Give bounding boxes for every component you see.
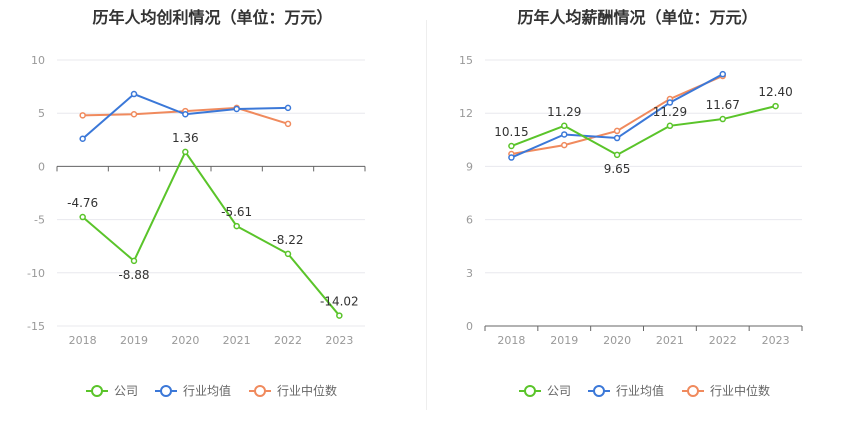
data-point-industry_avg <box>719 70 726 78</box>
legend-marker-industry_avg <box>593 385 605 397</box>
x-tick-label: 2023 <box>325 334 353 347</box>
legend-label-company[interactable]: 公司 <box>114 384 138 398</box>
data-point-industry_avg <box>561 131 568 138</box>
y-tick-label: 6 <box>466 214 473 227</box>
data-point-industry_median <box>561 141 568 149</box>
x-tick-label: 2022 <box>274 334 302 347</box>
y-tick-label: 9 <box>466 160 473 173</box>
data-label: 11.29 <box>653 105 687 119</box>
x-tick-label: 2019 <box>120 334 148 347</box>
data-point-company <box>561 122 568 130</box>
data-point-industry_avg <box>666 99 674 106</box>
data-point-industry_avg <box>182 111 189 118</box>
data-point-industry_avg <box>508 154 515 161</box>
data-point-company <box>182 148 189 156</box>
data-label: 9.65 <box>604 162 631 176</box>
data-point-industry_avg <box>79 135 86 142</box>
legend-label-industry_median[interactable]: 行业中位数 <box>710 383 770 398</box>
data-point-company <box>666 122 674 130</box>
data-point-company <box>79 213 86 221</box>
legend-marker-industry_median <box>687 385 699 397</box>
data-label: -5.61 <box>221 205 252 219</box>
x-tick-label: 2018 <box>497 334 525 347</box>
legend-label-company[interactable]: 公司 <box>547 384 571 398</box>
data-label: 10.15 <box>494 125 528 139</box>
data-point-industry_avg <box>233 105 240 113</box>
legend-marker-industry_avg <box>160 385 172 397</box>
data-point-company <box>772 102 779 110</box>
data-point-company <box>613 151 621 159</box>
profit-chart-title: 历年人均创利情况（单位：万元） <box>92 8 333 27</box>
data-label: 11.29 <box>547 105 581 119</box>
legend-marker-industry_median <box>254 385 266 397</box>
legend-marker-company <box>91 385 103 397</box>
legend-label-industry_avg[interactable]: 行业均值 <box>616 383 664 398</box>
data-point-industry_median <box>284 120 292 128</box>
data-point-company <box>130 257 138 265</box>
series-line-company <box>82 149 341 317</box>
data-label: -4.76 <box>67 196 98 210</box>
y-tick-label: 3 <box>466 267 473 280</box>
legend-label-industry_avg[interactable]: 行业均值 <box>183 383 231 398</box>
data-label: -8.88 <box>118 268 149 282</box>
profit-chart: -15 -10 -5 0 5 10 2018 2019 2020 2021 2022 2023 -4.7… <box>27 54 366 398</box>
data-point-company <box>284 250 292 258</box>
series-line-industry_median <box>511 75 724 155</box>
y-tick-label: -5 <box>34 214 45 227</box>
x-tick-label: 2019 <box>550 334 578 347</box>
data-label: 12.40 <box>758 85 792 99</box>
legend-marker-company <box>524 385 536 397</box>
salary-chart-title: 历年人均薪酬情况（单位：万元） <box>517 8 758 27</box>
data-point-industry_avg <box>130 90 138 98</box>
x-tick-label: 2021 <box>656 334 684 347</box>
data-point-industry_median <box>130 111 138 118</box>
x-tick-label: 2022 <box>709 334 737 347</box>
profit-chart-panel: 历年人均创利情况（单位：万元） -15 -10 -5 0 5 10 2018 2019 2020… <box>27 8 366 398</box>
y-tick-label: 0 <box>466 320 473 333</box>
data-point-industry_median <box>613 127 621 135</box>
panel-divider <box>426 20 427 410</box>
x-tick-label: 2021 <box>223 334 251 347</box>
legend-label-industry_median[interactable]: 行业中位数 <box>277 383 337 398</box>
data-label: 1.36 <box>172 131 199 145</box>
series-line-company <box>511 105 776 157</box>
salary-chart-panel: 历年人均薪酬情况（单位：万元） 0 3 6 9 12 15 2018 2019 2020 2021… <box>425 0 850 437</box>
x-tick-label: 2020 <box>603 334 631 347</box>
y-tick-label: 5 <box>38 107 45 120</box>
data-point-industry_median <box>79 112 86 119</box>
data-label: -14.02 <box>320 295 359 309</box>
x-tick-label: 2020 <box>171 334 199 347</box>
data-label: -8.22 <box>272 233 303 247</box>
x-tick-label: 2023 <box>762 334 790 347</box>
y-tick-label: -15 <box>27 320 45 333</box>
y-tick-label: 0 <box>38 160 45 173</box>
data-point-company <box>719 115 726 123</box>
y-tick-label: 12 <box>459 107 473 120</box>
data-point-industry_avg <box>613 134 621 142</box>
data-point-company <box>336 312 343 319</box>
y-tick-label: -10 <box>27 267 45 280</box>
series-line-industry_avg <box>511 73 724 159</box>
y-tick-label: 10 <box>31 54 45 67</box>
data-point-company <box>233 222 240 230</box>
y-tick-label: 15 <box>459 54 473 67</box>
data-point-company <box>508 142 515 150</box>
salary-chart: 0 3 6 9 12 15 2018 2019 2020 2021 2022 2023 10.15 11.… <box>459 54 803 398</box>
data-label: 11.67 <box>706 98 740 112</box>
x-tick-label: 2018 <box>69 334 97 347</box>
data-point-industry_avg <box>284 104 292 112</box>
